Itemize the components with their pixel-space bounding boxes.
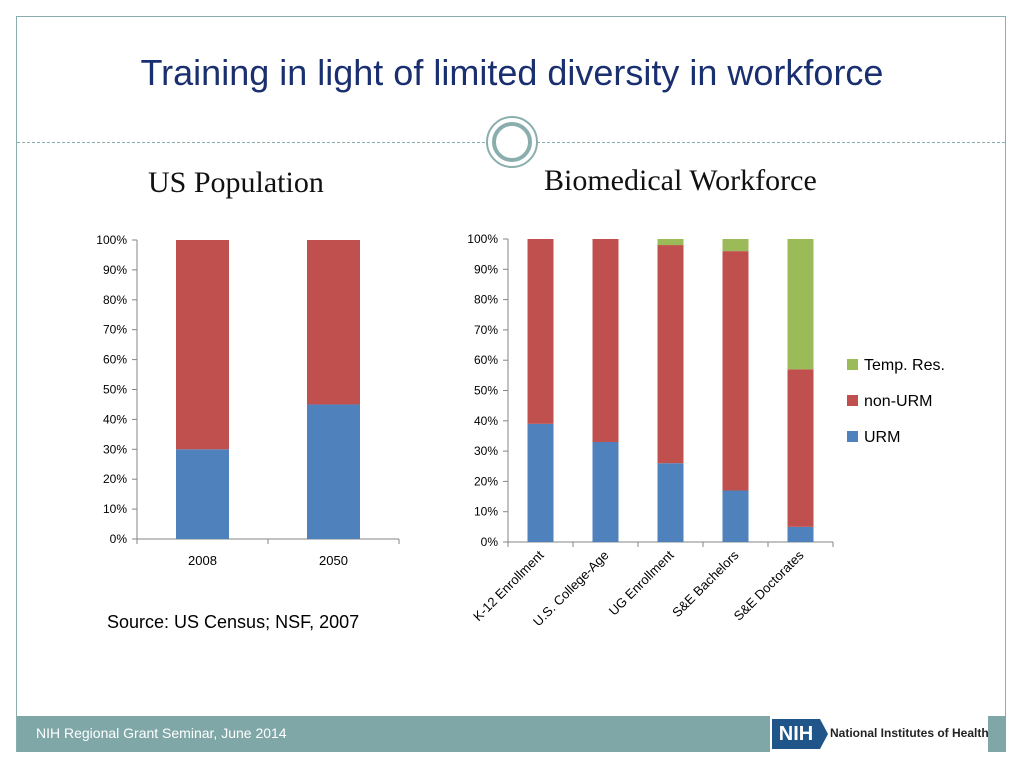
bar-segment-non-urm	[787, 369, 814, 527]
y-tick-label: 90%	[103, 263, 127, 277]
ring-ornament-inner	[492, 122, 532, 162]
bar-segment-non-urm	[527, 239, 554, 424]
y-tick-label: 10%	[474, 505, 498, 519]
y-tick-label: 20%	[103, 472, 127, 486]
nih-logo-name: National Institutes of Health	[830, 726, 989, 740]
bar-segment-non-urm	[722, 251, 749, 491]
y-tick-label: 20%	[474, 474, 498, 488]
bar-segment-urm	[176, 449, 229, 539]
y-tick-label: 40%	[474, 414, 498, 428]
bar-segment-urm	[307, 404, 360, 539]
y-tick-label: 40%	[103, 412, 127, 426]
footer-text: NIH Regional Grant Seminar, June 2014	[36, 725, 287, 741]
x-tick-label: S&E Doctorates	[731, 547, 807, 623]
x-tick-label: UG Enrollment	[606, 547, 677, 618]
bar-segment-urm	[592, 442, 619, 542]
x-tick-label: 2050	[319, 553, 348, 568]
legend-swatch	[847, 359, 858, 370]
source-note: Source: US Census; NSF, 2007	[107, 612, 360, 632]
bar-segment-urm	[657, 463, 684, 542]
nih-logo-mark: NIH	[772, 719, 820, 749]
y-tick-label: 30%	[474, 444, 498, 458]
legend-swatch	[847, 395, 858, 406]
legend-swatch	[847, 431, 858, 442]
chart2-title: Biomedical Workforce	[544, 164, 817, 197]
y-tick-label: 0%	[110, 532, 128, 546]
chart1-title: US Population	[148, 166, 324, 199]
bar-segment-temp-res-	[657, 239, 684, 246]
y-tick-label: 50%	[103, 383, 127, 397]
y-tick-label: 80%	[474, 293, 498, 307]
y-tick-label: 10%	[103, 502, 127, 516]
legend-label: non-URM	[864, 393, 932, 410]
bar-segment-temp-res-	[722, 239, 749, 252]
bar-segment-non-urm	[176, 240, 229, 450]
slide-title: Training in light of limited diversity i…	[140, 52, 884, 93]
legend-label: URM	[864, 429, 900, 446]
y-tick-label: 70%	[474, 323, 498, 337]
bar-segment-non-urm	[657, 245, 684, 464]
bar-segment-urm	[527, 423, 554, 542]
x-tick-label: S&E Bachelors	[669, 547, 742, 620]
bar-segment-urm	[787, 526, 814, 542]
y-tick-label: 0%	[481, 535, 499, 549]
bar-segment-non-urm	[307, 240, 360, 405]
y-tick-label: 90%	[474, 262, 498, 276]
y-tick-label: 50%	[474, 384, 498, 398]
y-tick-label: 80%	[103, 293, 127, 307]
bar-segment-urm	[722, 490, 749, 542]
y-tick-label: 60%	[474, 353, 498, 367]
y-tick-label: 100%	[96, 233, 127, 247]
y-tick-label: 60%	[103, 353, 127, 367]
y-tick-label: 30%	[103, 442, 127, 456]
bar-segment-non-urm	[592, 239, 619, 443]
nih-logo-arrow	[820, 719, 828, 749]
bar-segment-temp-res-	[787, 239, 814, 370]
y-tick-label: 70%	[103, 323, 127, 337]
legend-label: Temp. Res.	[864, 357, 945, 374]
x-tick-label: 2008	[188, 553, 217, 568]
y-tick-label: 100%	[467, 232, 498, 246]
